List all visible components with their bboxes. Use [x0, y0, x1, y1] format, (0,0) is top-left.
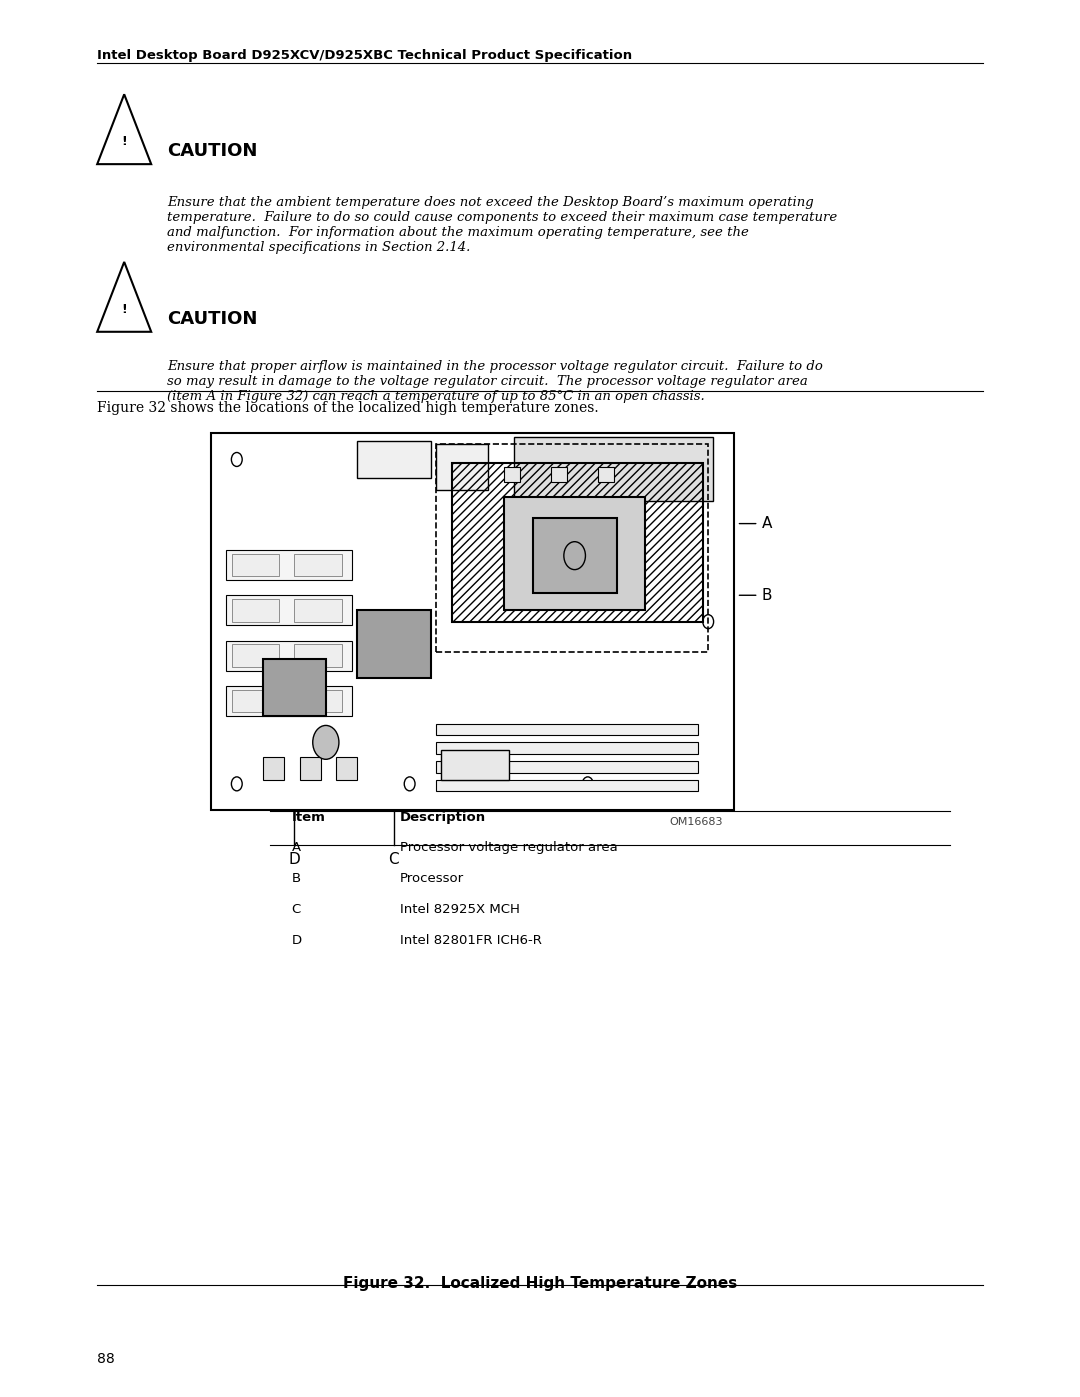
Bar: [231, 644, 279, 666]
Bar: [227, 686, 352, 715]
Bar: [295, 644, 341, 666]
Bar: [295, 690, 341, 712]
Bar: [436, 742, 698, 754]
Polygon shape: [97, 95, 151, 163]
Bar: [514, 437, 714, 502]
Text: D: D: [292, 933, 301, 947]
Bar: [211, 433, 734, 810]
Circle shape: [703, 615, 714, 629]
Text: C: C: [292, 902, 301, 916]
Text: A: A: [740, 515, 772, 531]
Text: Intel 82925X MCH: Intel 82925X MCH: [400, 902, 519, 916]
Bar: [227, 550, 352, 580]
Text: !: !: [121, 303, 127, 316]
Circle shape: [231, 777, 242, 791]
Text: Processor: Processor: [400, 872, 463, 886]
Text: Figure 32 shows the locations of the localized high temperature zones.: Figure 32 shows the locations of the loc…: [97, 401, 598, 415]
Text: Description: Description: [400, 810, 486, 824]
Text: Item: Item: [292, 810, 325, 824]
Bar: [436, 444, 488, 490]
Circle shape: [404, 453, 415, 467]
Bar: [441, 750, 509, 780]
Circle shape: [404, 777, 415, 791]
Text: Processor voltage regulator area: Processor voltage regulator area: [400, 841, 618, 855]
Circle shape: [313, 725, 339, 760]
Text: A: A: [292, 841, 300, 855]
Bar: [231, 553, 279, 577]
Text: Intel Desktop Board D925XCV/D925XBC Technical Product Specification: Intel Desktop Board D925XCV/D925XBC Tech…: [97, 49, 632, 61]
Bar: [551, 467, 567, 482]
Bar: [598, 467, 613, 482]
Bar: [436, 761, 698, 773]
Text: Figure 32.  Localized High Temperature Zones: Figure 32. Localized High Temperature Zo…: [342, 1275, 738, 1291]
Text: OM16683: OM16683: [670, 817, 724, 827]
Bar: [436, 780, 698, 791]
Bar: [231, 690, 279, 712]
Circle shape: [582, 453, 593, 467]
Bar: [504, 497, 646, 610]
Text: B: B: [740, 588, 772, 602]
Bar: [532, 518, 617, 594]
Text: Ensure that the ambient temperature does not exceed the Desktop Board’s maximum : Ensure that the ambient temperature does…: [167, 196, 838, 254]
Text: Ensure that proper airflow is maintained in the processor voltage regulator circ: Ensure that proper airflow is maintained…: [167, 360, 823, 404]
Text: D: D: [288, 852, 300, 868]
Polygon shape: [97, 263, 151, 331]
Text: CAUTION: CAUTION: [167, 310, 258, 328]
Text: CAUTION: CAUTION: [167, 142, 258, 161]
Bar: [357, 610, 431, 679]
Bar: [436, 724, 698, 735]
Text: C: C: [389, 852, 400, 868]
Circle shape: [582, 777, 593, 791]
Bar: [436, 444, 708, 652]
Text: !: !: [121, 136, 127, 148]
Bar: [227, 595, 352, 626]
Circle shape: [231, 453, 242, 467]
Bar: [295, 599, 341, 622]
Bar: [299, 757, 321, 780]
Bar: [231, 599, 279, 622]
Bar: [504, 467, 519, 482]
Text: B: B: [292, 872, 300, 886]
Bar: [357, 440, 431, 478]
Bar: [227, 641, 352, 671]
Bar: [295, 553, 341, 577]
Text: Intel 82801FR ICH6-R: Intel 82801FR ICH6-R: [400, 933, 541, 947]
Bar: [264, 659, 326, 715]
Bar: [451, 464, 703, 622]
Bar: [264, 757, 284, 780]
Text: 88: 88: [97, 1352, 114, 1366]
Bar: [336, 757, 357, 780]
